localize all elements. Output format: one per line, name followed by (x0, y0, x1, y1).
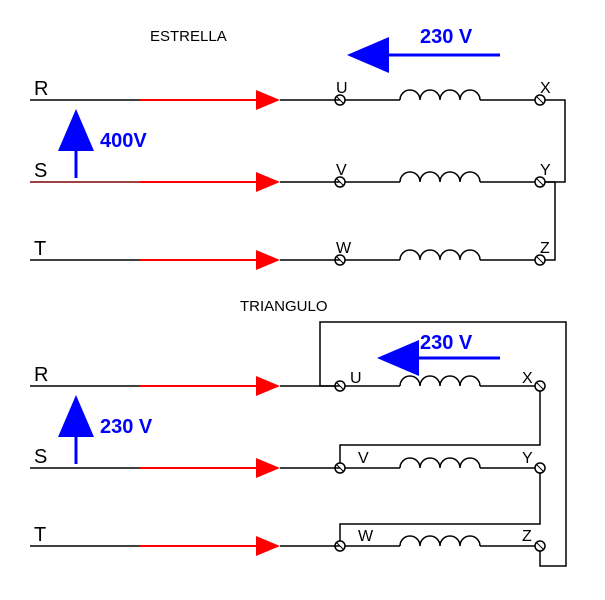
diagram-svg (0, 0, 605, 600)
diagram-canvas: ESTRELLA TRIANGULO R S T U V W X Y Z 230… (0, 0, 605, 600)
